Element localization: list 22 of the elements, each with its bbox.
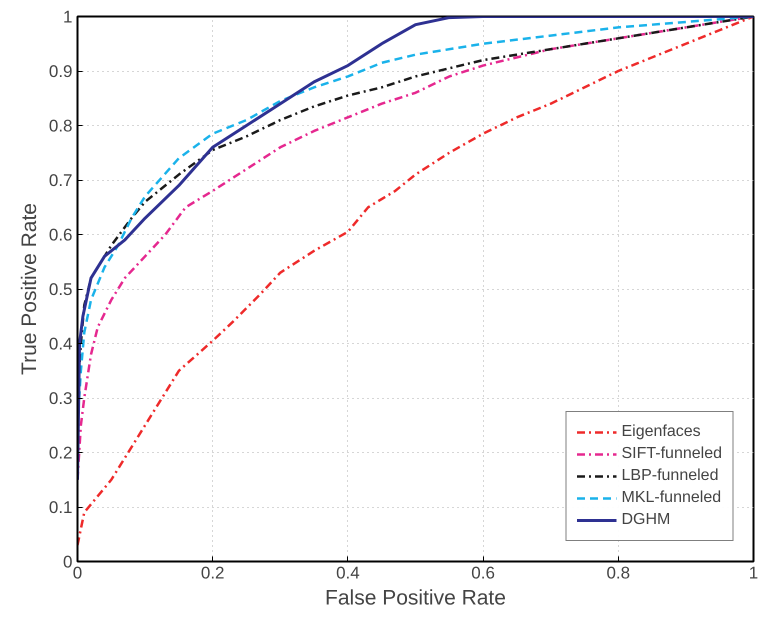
y-tick-label: 0.3 xyxy=(48,389,73,408)
legend-label: MKL-funneled xyxy=(622,489,722,507)
y-tick-label: 1 xyxy=(63,8,73,26)
legend-label: SIFT-funneled xyxy=(622,445,722,463)
y-tick-label: 0.2 xyxy=(48,444,73,462)
x-tick-label: 0.4 xyxy=(336,564,360,582)
legend-label: LBP-funneled xyxy=(622,467,718,485)
y-tick-label: 0.9 xyxy=(48,62,73,81)
x-axis-title: False Positive Rate xyxy=(325,586,506,610)
x-tick-label: 0.2 xyxy=(200,564,225,582)
y-tick-label: 0.7 xyxy=(48,171,73,190)
y-axis-title: True Positive Rate xyxy=(18,203,41,375)
y-tick-label: 0.6 xyxy=(48,226,73,244)
x-tick-label: 1 xyxy=(748,564,758,582)
y-tick-label: 0.8 xyxy=(48,116,73,136)
legend-label: DGHM xyxy=(622,511,670,529)
y-tick-label: 0.1 xyxy=(48,498,73,517)
legend-label: Eigenfaces xyxy=(622,423,701,441)
y-tick-label: 0.4 xyxy=(48,334,73,354)
y-tick-label: 0.5 xyxy=(48,280,73,299)
x-tick-label: 0.8 xyxy=(606,564,630,582)
x-tick-label: 0.6 xyxy=(471,564,495,582)
